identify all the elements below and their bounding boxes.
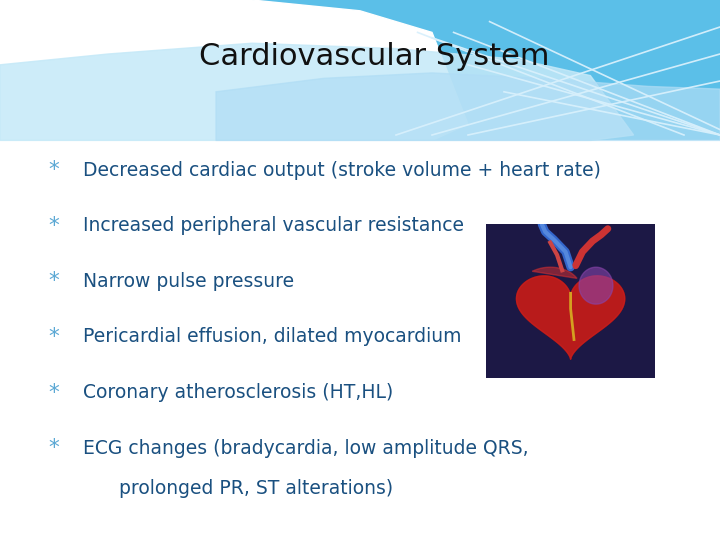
Text: Coronary atherosclerosis (HT,HL): Coronary atherosclerosis (HT,HL) — [83, 383, 393, 402]
Polygon shape — [516, 276, 625, 359]
Polygon shape — [579, 267, 613, 304]
Text: *: * — [49, 438, 59, 458]
Text: Decreased cardiac output (stroke volume + heart rate): Decreased cardiac output (stroke volume … — [83, 160, 600, 180]
Polygon shape — [0, 0, 720, 140]
Text: *: * — [49, 271, 59, 292]
Polygon shape — [0, 43, 634, 140]
Polygon shape — [216, 73, 720, 140]
Text: Cardiovascular System: Cardiovascular System — [199, 42, 549, 71]
Text: prolonged PR, ST alterations): prolonged PR, ST alterations) — [101, 479, 393, 498]
Text: *: * — [49, 382, 59, 403]
Polygon shape — [532, 267, 577, 279]
Text: Narrow pulse pressure: Narrow pulse pressure — [83, 272, 294, 291]
Text: Pericardial effusion, dilated myocardium: Pericardial effusion, dilated myocardium — [83, 327, 462, 347]
Text: *: * — [49, 160, 59, 180]
Text: *: * — [49, 327, 59, 347]
Polygon shape — [516, 276, 625, 359]
Text: ECG changes (bradycardia, low amplitude QRS,: ECG changes (bradycardia, low amplitude … — [83, 438, 528, 458]
Text: *: * — [49, 215, 59, 236]
Polygon shape — [0, 0, 468, 140]
Text: Increased peripheral vascular resistance: Increased peripheral vascular resistance — [83, 216, 464, 235]
